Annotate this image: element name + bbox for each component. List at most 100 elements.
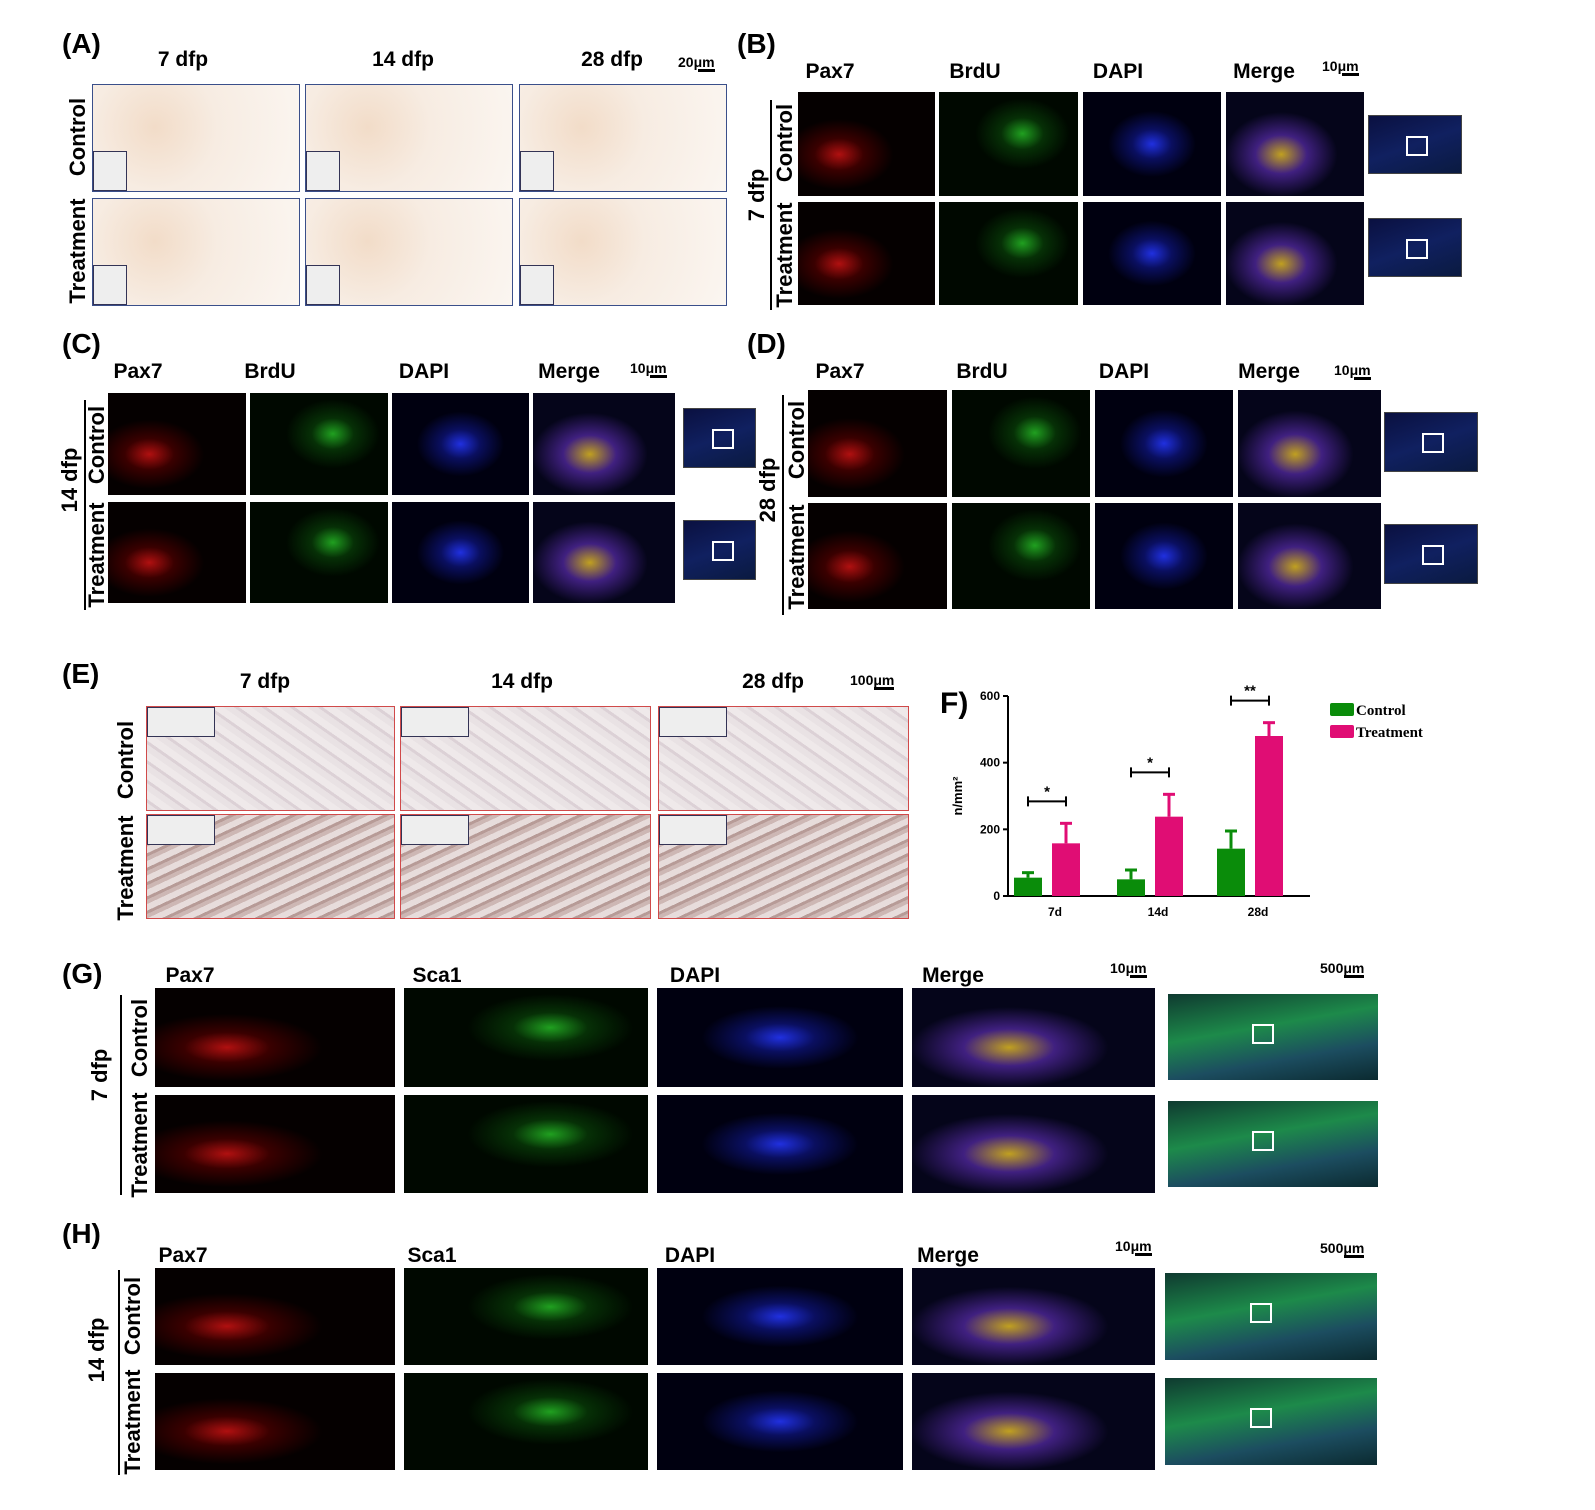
bar-control-14d <box>1117 879 1145 896</box>
row-label: Control <box>772 103 797 183</box>
overview-image <box>1168 1101 1378 1187</box>
region-box <box>1421 433 1444 454</box>
micrograph-D-treatment-1 <box>952 503 1090 609</box>
overview-scale-bar-label: 500μm <box>1320 1240 1365 1258</box>
micrograph-E-control-0 <box>146 706 395 811</box>
y-tick-label: 400 <box>980 756 1000 770</box>
overview-image <box>683 408 756 468</box>
row-label: Treatment <box>84 502 109 608</box>
column-header: BrdU <box>956 360 1008 383</box>
micrograph-D-treatment-2 <box>1095 503 1233 609</box>
panel-label-B: (B) <box>737 28 776 59</box>
micrograph-C-control-1 <box>250 393 388 495</box>
row-label: Control <box>120 1276 145 1356</box>
overview-scale-bar-label: 500μm <box>1320 960 1365 978</box>
column-header: DAPI <box>1098 360 1150 383</box>
micrograph-G-treatment-2 <box>657 1095 903 1193</box>
overview-image <box>1165 1273 1377 1360</box>
micrograph-G-control-1 <box>404 988 648 1087</box>
micrograph-A-treatment-1 <box>305 198 513 306</box>
significance-marker: * <box>1147 754 1153 771</box>
column-header: DAPI <box>1092 60 1144 83</box>
group-bracket-line <box>120 995 122 1195</box>
row-label: Control <box>127 998 152 1078</box>
bar-control-7d <box>1014 877 1042 896</box>
micrograph-B-treatment-1 <box>939 202 1078 305</box>
region-box <box>1252 1131 1274 1152</box>
micrograph-A-control-0 <box>92 84 300 192</box>
micrograph-C-treatment-0 <box>108 502 246 603</box>
micrograph-D-treatment-0 <box>808 503 947 609</box>
micrograph-D-control-0 <box>808 390 947 497</box>
column-header: 7 dfp <box>157 48 209 71</box>
micrograph-B-treatment-0 <box>798 202 935 305</box>
overview-image <box>1165 1378 1377 1465</box>
panel-label-A: (A) <box>62 28 101 59</box>
group-label: 28 dfp <box>755 457 780 523</box>
row-label: Treatment <box>127 1092 152 1198</box>
panel-label-H: (H) <box>62 1218 101 1249</box>
significance-bracket <box>1027 796 1067 807</box>
row-label: Control <box>113 720 138 800</box>
significance-marker: * <box>1044 783 1050 800</box>
micrograph-D-control-1 <box>952 390 1090 497</box>
column-header: Merge <box>917 1244 979 1267</box>
column-header: DAPI <box>398 360 450 383</box>
overview-image <box>1368 115 1462 174</box>
region-box <box>1405 135 1428 156</box>
micrograph-H-treatment-2 <box>657 1373 903 1470</box>
micrograph-H-treatment-0 <box>155 1373 395 1470</box>
legend-swatch <box>1330 703 1354 716</box>
inset-thumbnail <box>306 265 340 305</box>
micrograph-D-control-2 <box>1095 390 1233 497</box>
column-header: Pax7 <box>165 964 215 987</box>
region-box <box>1249 1408 1272 1429</box>
micrograph-E-treatment-0 <box>146 814 395 919</box>
micrograph-B-control-2 <box>1083 92 1221 196</box>
micrograph-C-treatment-1 <box>250 502 388 603</box>
micrograph-H-control-3 <box>912 1268 1155 1365</box>
micrograph-C-control-3 <box>533 393 675 495</box>
inset-thumbnail <box>93 151 127 191</box>
group-bracket-line <box>770 100 772 310</box>
micrograph-G-treatment-0 <box>155 1095 395 1193</box>
micrograph-B-control-1 <box>939 92 1078 196</box>
micrograph-H-treatment-3 <box>912 1373 1155 1470</box>
legend-label: Treatment <box>1356 725 1423 741</box>
micrograph-G-control-0 <box>155 988 395 1087</box>
x-tick-label: 28d <box>1248 905 1269 919</box>
micrograph-H-treatment-1 <box>404 1373 648 1470</box>
column-header: 28 dfp <box>742 670 804 693</box>
inset-thumbnail <box>520 151 554 191</box>
bar-treatment-7d <box>1052 843 1080 896</box>
column-header: Pax7 <box>815 360 865 383</box>
region-box <box>712 541 735 562</box>
group-label: 14 dfp <box>84 1317 109 1383</box>
region-box <box>1405 238 1428 259</box>
legend-label: Control <box>1356 703 1406 719</box>
x-tick-label: 14d <box>1148 905 1169 919</box>
overview-image <box>1384 412 1478 472</box>
micrograph-A-treatment-0 <box>92 198 300 306</box>
micrograph-C-treatment-3 <box>533 502 675 603</box>
column-header: 28 dfp <box>581 48 643 71</box>
micrograph-C-control-0 <box>108 393 246 495</box>
column-header: 7 dfp <box>239 670 291 693</box>
row-label: Treatment <box>65 198 90 304</box>
inset-thumbnail <box>659 815 727 845</box>
overview-image <box>1168 994 1378 1080</box>
micrograph-B-treatment-3 <box>1226 202 1364 305</box>
row-label: Treatment <box>120 1369 145 1475</box>
inset-thumbnail <box>401 707 469 737</box>
micrograph-E-treatment-1 <box>400 814 651 919</box>
inset-thumbnail <box>147 707 215 737</box>
y-axis-label: n/mm² <box>950 776 965 816</box>
inset-thumbnail <box>520 265 554 305</box>
significance-bracket <box>1130 767 1170 778</box>
bar-control-28d <box>1217 848 1245 896</box>
row-label: Control <box>84 405 109 485</box>
micrograph-A-treatment-2 <box>519 198 727 306</box>
scale-bar-label: 10μm <box>1334 362 1371 380</box>
scale-bar-label: 10μm <box>630 360 667 378</box>
